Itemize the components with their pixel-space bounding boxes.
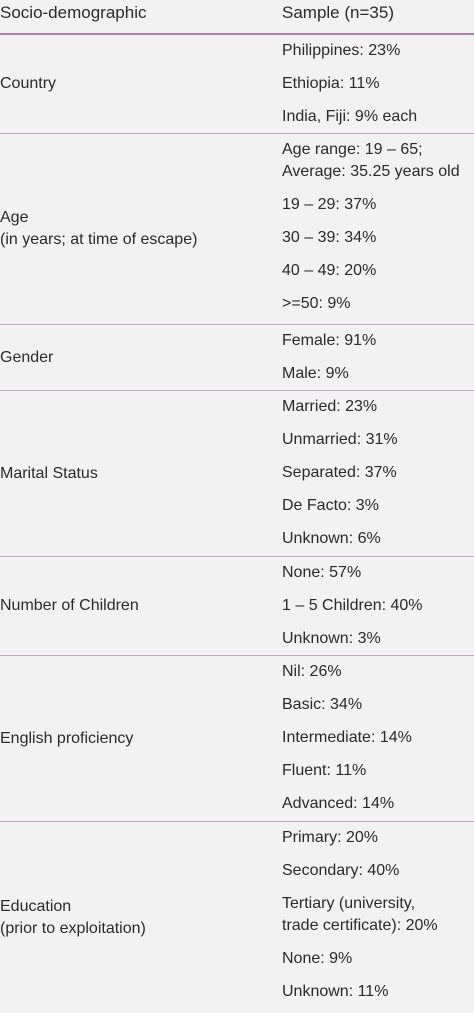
value-cell: 1 – 5 Children: 40% <box>282 597 423 614</box>
row-values: Primary: 20% Secondary: 40% Tertiary (un… <box>282 822 474 1009</box>
row-label: Age (in years; at time of escape) <box>0 207 197 251</box>
row-label: Marital Status <box>0 463 98 485</box>
value-cell: Intermediate: 14% <box>282 729 412 746</box>
row-label: Education (prior to exploitation) <box>0 896 146 940</box>
value-cell: Philippines: 23% <box>282 42 401 59</box>
row-marital-status: Marital Status Married: 23% Unmarried: 3… <box>0 391 474 557</box>
row-age: Age (in years; at time of escape) Age ra… <box>0 134 474 325</box>
row-label: Number of Children <box>0 595 139 617</box>
row-label-main: Marital Status <box>0 464 98 482</box>
row-values: None: 57% 1 – 5 Children: 40% Unknown: 3… <box>282 557 474 656</box>
value-cell: Unknown: 11% <box>282 983 389 1000</box>
header-socio-demographic: Socio-demographic <box>0 3 147 22</box>
row-label-main: Education <box>0 897 72 915</box>
value-cell: Ethiopia: 11% <box>282 75 380 92</box>
value-cell: Female: 91% <box>282 332 377 349</box>
value-cell: >=50: 9% <box>282 295 351 312</box>
row-values: Philippines: 23% Ethiopia: 11% India, Fi… <box>282 35 474 134</box>
value-cell: Male: 9% <box>282 365 349 382</box>
value-cell: Secondary: 40% <box>282 862 400 879</box>
row-values: Female: 91% Male: 9% <box>282 325 474 391</box>
value-cell: Advanced: 14% <box>282 795 395 812</box>
value-cell: 19 – 29: 37% <box>282 196 377 213</box>
row-label-sub: (in years; at time of escape) <box>0 231 198 248</box>
row-label: Gender <box>0 347 53 369</box>
row-values: Married: 23% Unmarried: 31% Separated: 3… <box>282 391 474 556</box>
row-education: Education (prior to exploitation) Primar… <box>0 822 474 1013</box>
row-label-main: Country <box>0 75 57 92</box>
header-sample: Sample (n=35) <box>282 3 394 22</box>
row-english-proficiency: English proficiency Nil: 26% Basic: 34% … <box>0 656 474 822</box>
row-label: English proficiency <box>0 728 133 750</box>
row-gender: Gender Female: 91% Male: 9% <box>0 325 474 391</box>
value-cell: Married: 23% <box>282 398 378 415</box>
value-cell: None: 57% <box>282 564 362 581</box>
value-cell: None: 9% <box>282 950 353 967</box>
value-cell: 40 – 49: 20% <box>282 262 377 279</box>
value-cell: Age range: 19 – 65; Average: 35.25 years… <box>282 141 460 180</box>
row-number-of-children: Number of Children None: 57% 1 – 5 Child… <box>0 557 474 656</box>
row-label-main: Gender <box>0 348 54 366</box>
value-cell: 30 – 39: 34% <box>282 229 377 246</box>
value-cell: Unknown: 6% <box>282 530 381 547</box>
value-cell: Unmarried: 31% <box>282 431 398 448</box>
row-label-main: English proficiency <box>0 729 134 747</box>
value-cell: Primary: 20% <box>282 829 379 846</box>
value-cell: Basic: 34% <box>282 696 363 713</box>
value-cell: Unknown: 3% <box>282 630 381 647</box>
value-cell: Separated: 37% <box>282 464 397 481</box>
row-values: Age range: 19 – 65; Average: 35.25 years… <box>282 134 474 321</box>
row-label-main: Number of Children <box>0 597 139 614</box>
row-label-sub: (prior to exploitation) <box>0 919 146 937</box>
value-cell: India, Fiji: 9% each <box>282 108 418 125</box>
value-cell: Nil: 26% <box>282 663 342 680</box>
value-cell: Fluent: 11% <box>282 762 367 779</box>
row-label: Country <box>0 73 56 95</box>
table-header: Socio-demographic Sample (n=35) <box>0 0 474 35</box>
value-cell: De Facto: 3% <box>282 497 379 514</box>
row-country: Country Philippines: 23% Ethiopia: 11% I… <box>0 35 474 134</box>
row-values: Nil: 26% Basic: 34% Intermediate: 14% Fl… <box>282 656 474 821</box>
value-cell: Tertiary (university, trade certificate)… <box>282 895 438 934</box>
row-label-main: Age <box>0 209 29 226</box>
